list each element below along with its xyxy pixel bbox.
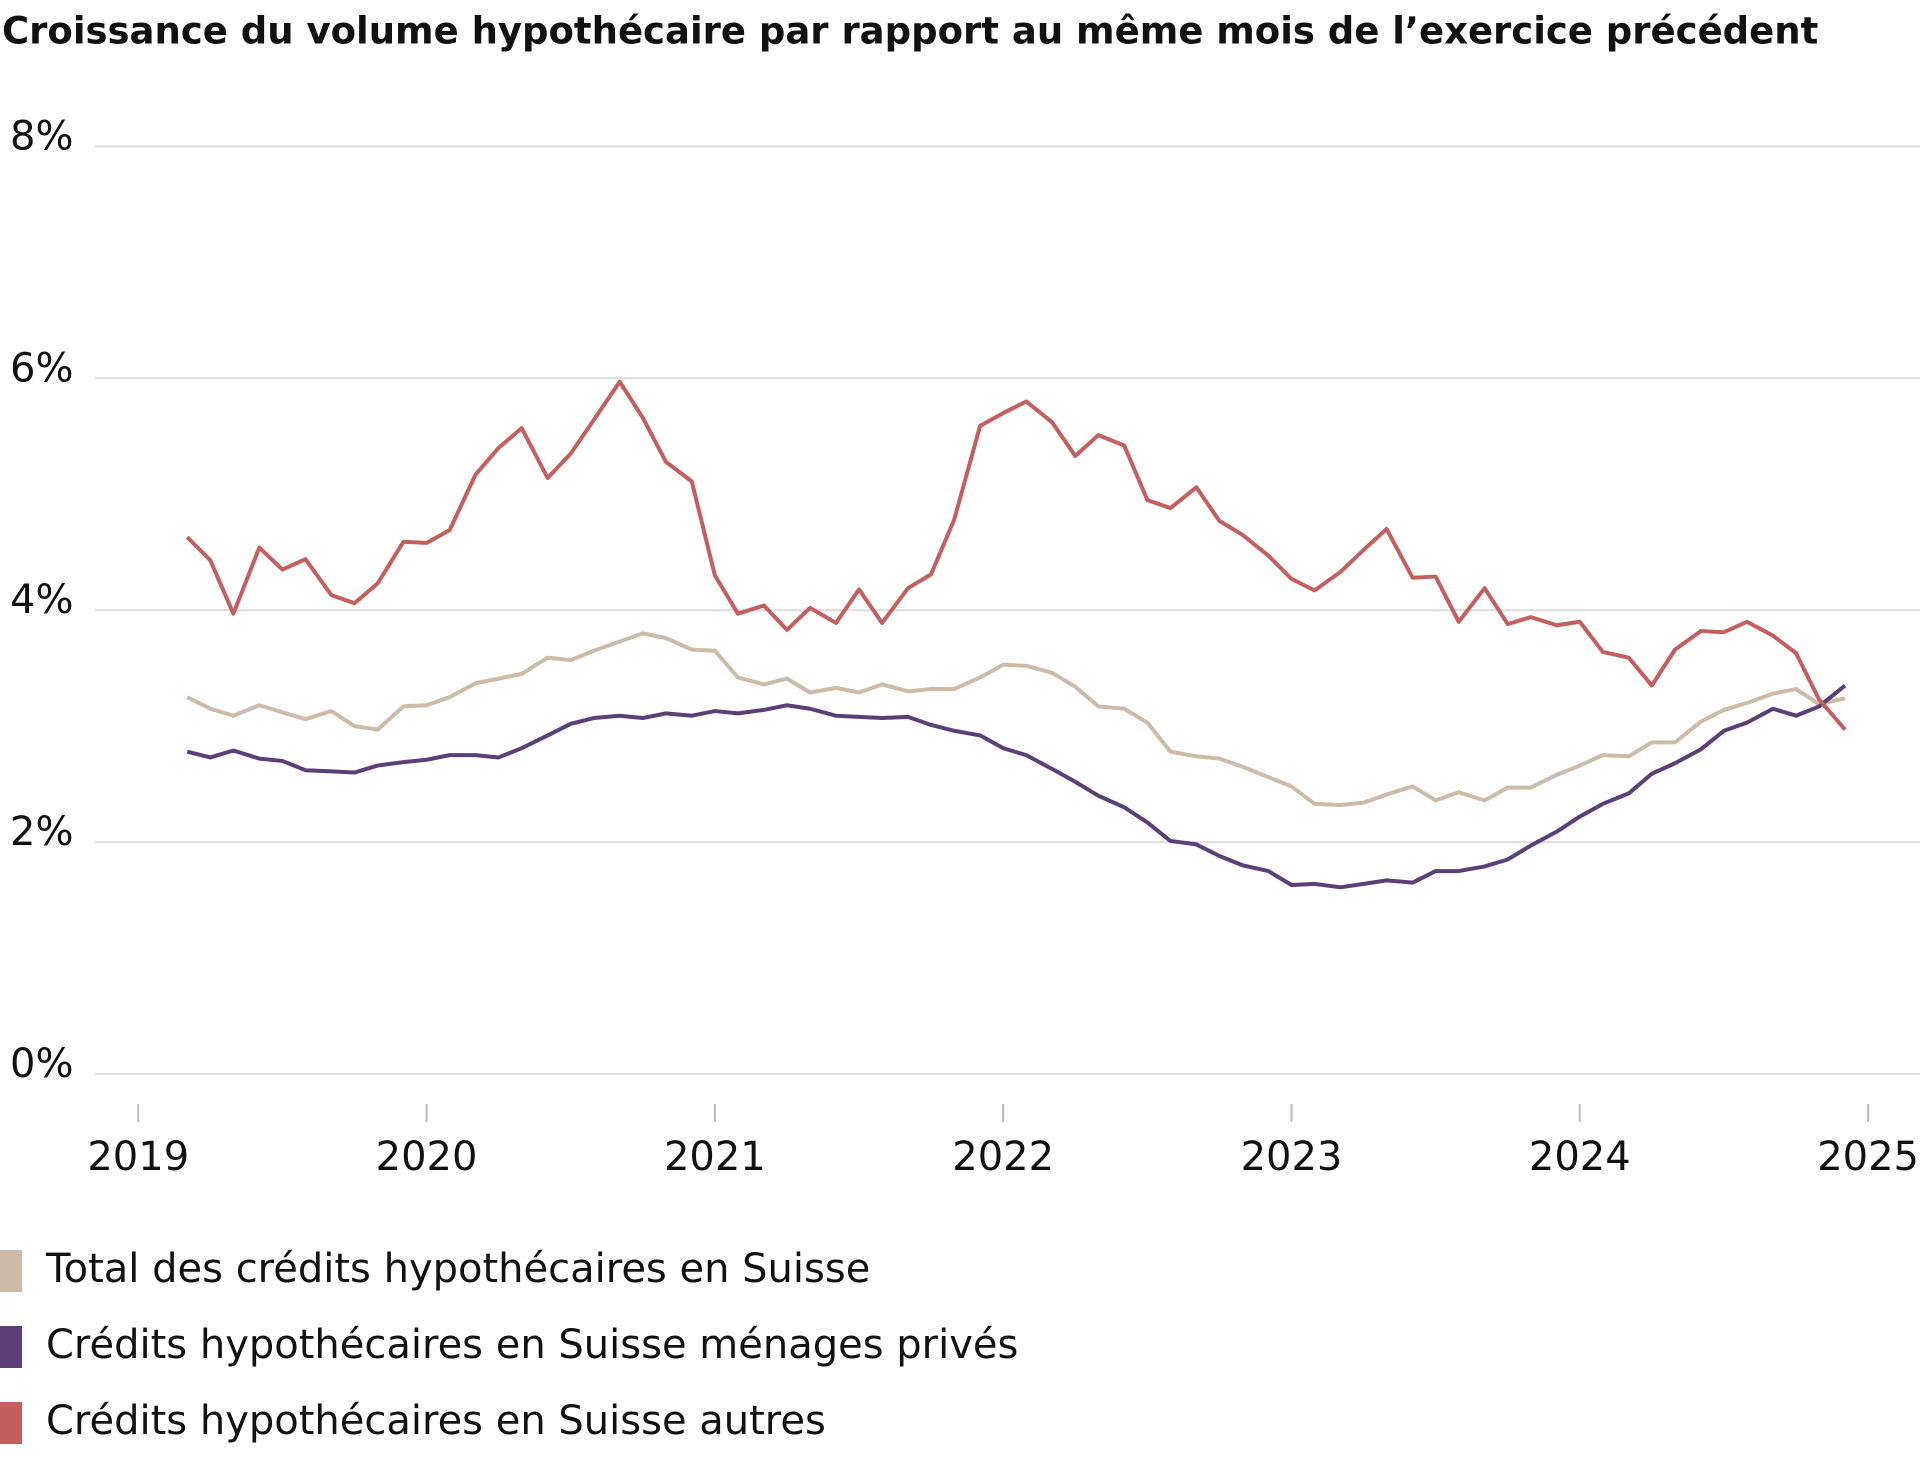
x-tick-label: 2022	[952, 1134, 1054, 1180]
legend-label: Total des crédits hypothécaires en Suiss…	[45, 1246, 870, 1292]
x-tick-label: 2020	[376, 1134, 478, 1180]
legend-swatch	[0, 1326, 22, 1368]
series-line	[185, 379, 1847, 731]
y-tick-label: 6%	[10, 345, 73, 391]
chart-title: Croissance du volume hypothécaire par ra…	[2, 10, 1818, 53]
y-tick-label: 2%	[10, 809, 73, 855]
legend-label: Crédits hypothécaires en Suisse autres	[46, 1398, 826, 1444]
legend-swatch	[0, 1250, 22, 1292]
x-tick-label: 2025	[1817, 1134, 1919, 1180]
series-line	[186, 684, 1847, 890]
x-tick-label: 2023	[1241, 1134, 1343, 1180]
y-tick-label: 0%	[10, 1041, 73, 1087]
legend-swatch	[0, 1402, 22, 1444]
x-tick-label: 2021	[664, 1134, 766, 1180]
y-tick-label: 4%	[10, 577, 73, 623]
x-tick-label: 2019	[87, 1134, 189, 1180]
legend-label: Crédits hypothécaires en Suisse ménages …	[46, 1322, 1018, 1368]
series-line	[186, 631, 1846, 807]
x-tick-label: 2024	[1529, 1134, 1631, 1180]
y-tick-label: 8%	[10, 113, 73, 159]
